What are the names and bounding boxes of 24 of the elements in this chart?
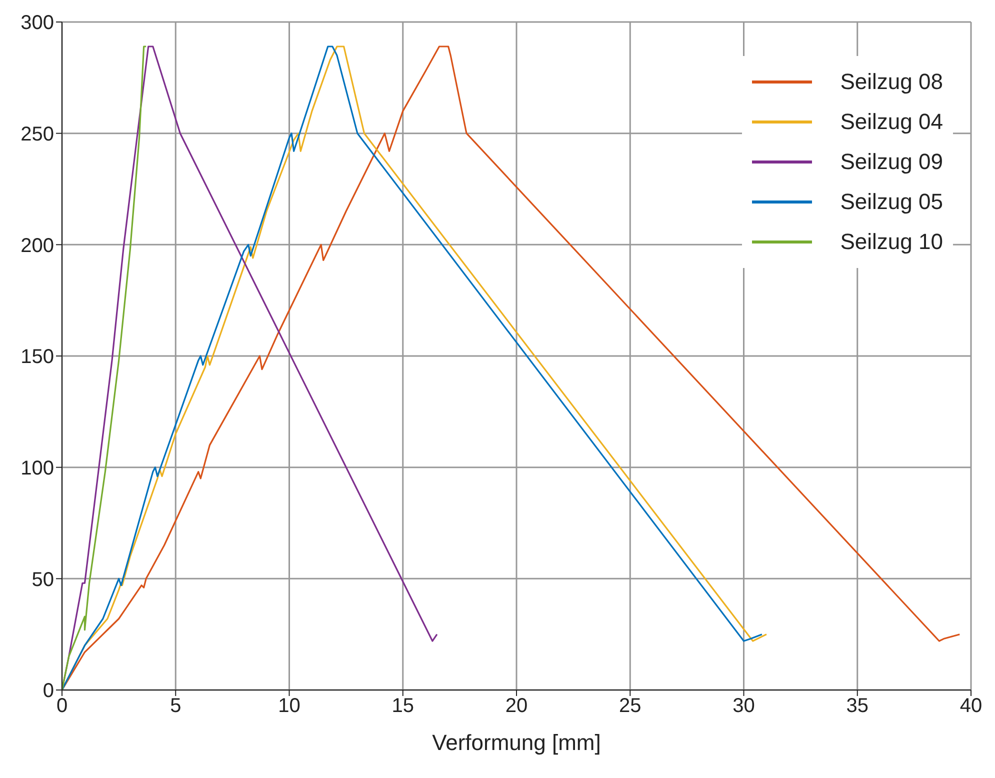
legend-label: Seilzug 05 xyxy=(840,189,943,215)
x-tick-label: 30 xyxy=(732,695,755,718)
y-tick-label: 0 xyxy=(42,680,54,702)
y-tick-label: 50 xyxy=(32,568,54,591)
x-tick-label: 5 xyxy=(170,695,182,718)
legend-label: Seilzug 04 xyxy=(840,109,943,135)
y-tick-label: 100 xyxy=(20,457,54,480)
y-tick-label: 250 xyxy=(20,123,54,146)
y-tick-label: 200 xyxy=(20,234,54,257)
legend-label: Seilzug 08 xyxy=(840,69,943,95)
y-tick-label: 300 xyxy=(20,12,54,34)
x-tick-label: 25 xyxy=(619,695,642,718)
x-tick-label: 35 xyxy=(846,695,868,718)
x-tick-label: 40 xyxy=(960,695,982,718)
x-axis-title: Verformung [mm] xyxy=(432,730,601,755)
x-tick-label: 20 xyxy=(505,695,528,718)
x-tick-label: 0 xyxy=(56,695,68,718)
line-series xyxy=(62,46,147,690)
line-series xyxy=(62,46,960,690)
x-tick-label: 10 xyxy=(278,695,300,718)
x-tick-label: 15 xyxy=(392,695,414,718)
legend-label: Seilzug 10 xyxy=(840,229,943,255)
legend-label: Seilzug 09 xyxy=(840,149,943,175)
y-tick-label: 150 xyxy=(20,346,54,368)
